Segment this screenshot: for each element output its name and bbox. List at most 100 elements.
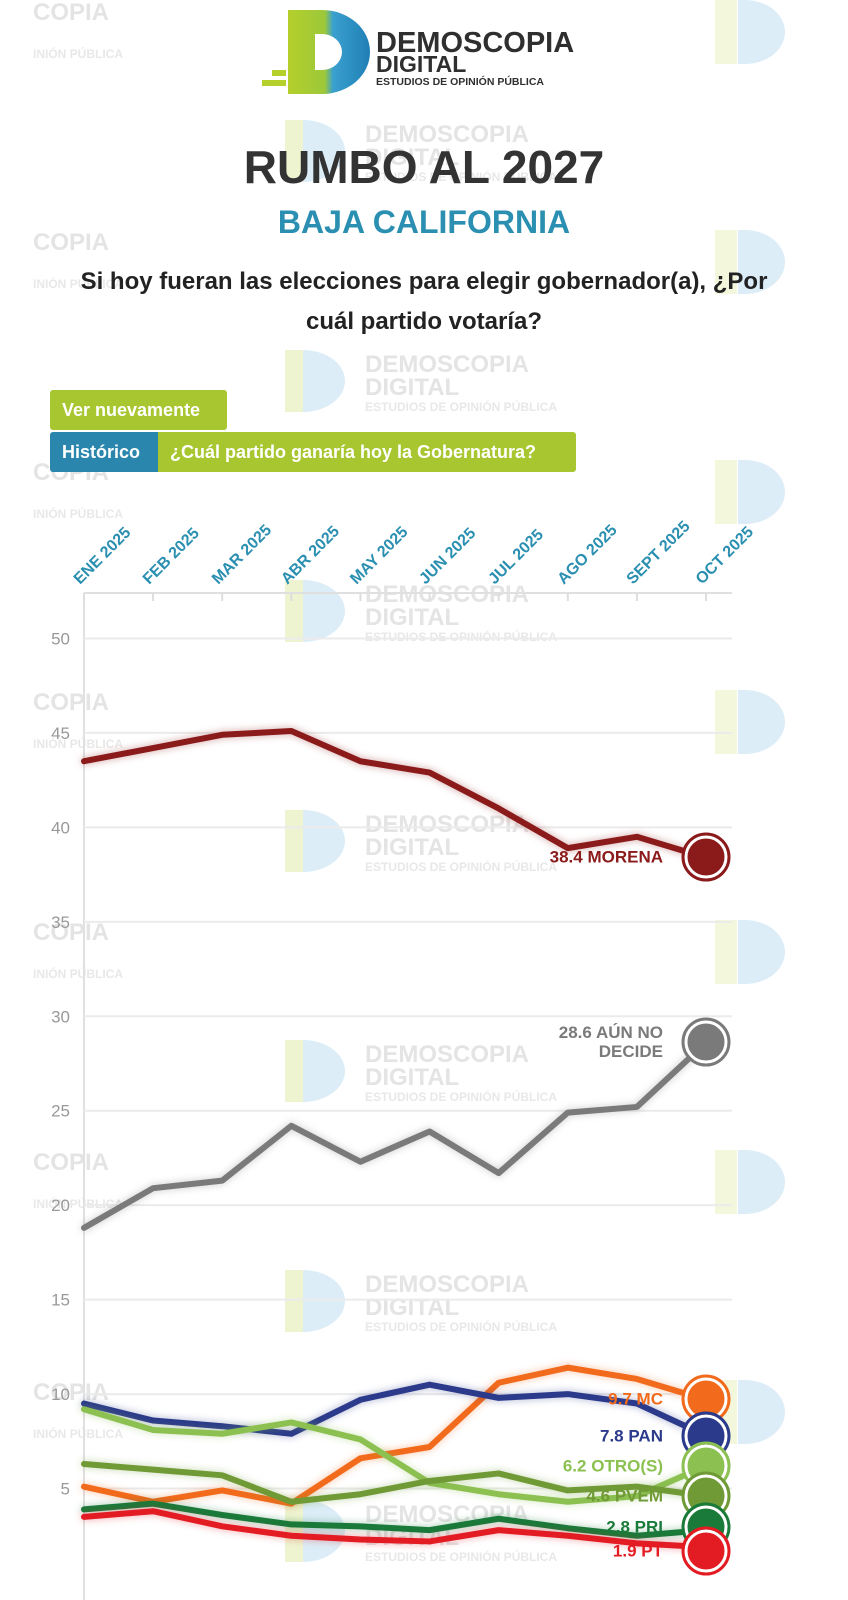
watermark-copy: COPIA [33, 1149, 109, 1176]
series-name: MC [636, 1389, 663, 1409]
x-tick-label: SEPT 2025 [624, 518, 694, 588]
watermark-d [285, 1040, 303, 1102]
watermark-d [303, 810, 345, 872]
watermark-brand: DEMOSCOPIA [365, 1041, 529, 1068]
watermark-d [285, 580, 303, 642]
party-icon-ring [681, 1526, 731, 1576]
value-label: 38.4 [549, 847, 583, 867]
y-tick-label: 50 [51, 629, 70, 648]
party-icon [684, 1529, 728, 1573]
x-tick-label: AGO 2025 [555, 522, 621, 588]
watermark-brand: DIGITAL [365, 834, 459, 861]
watermark-d [715, 230, 737, 294]
title: RUMBO AL 2027 [243, 141, 605, 193]
watermark-d [738, 460, 785, 524]
watermark-d [303, 580, 345, 642]
end-label: 28.6 AÚN NO DECIDE [533, 1023, 663, 1061]
x-tick-label: MAR 2025 [209, 522, 275, 588]
watermark-copy-sub: INIÓN PÚBLICA [33, 46, 123, 61]
watermark-d [285, 350, 303, 412]
watermark-copy-sub: INIÓN PÚBLICA [33, 1426, 123, 1441]
brand-tagline: ESTUDIOS DE OPINIÓN PÚBLICA [376, 75, 544, 88]
series-line [81, 728, 709, 861]
value-label: 2.8 [606, 1517, 630, 1537]
watermark-brand: DIGITAL [365, 1294, 459, 1321]
y-tick-label: 5 [61, 1480, 70, 1499]
end-label: 38.4 MORENA [550, 848, 663, 867]
series-name: MORENA [587, 847, 663, 867]
watermark-copy: COPIA [33, 0, 109, 26]
watermark-d [738, 1380, 785, 1444]
x-tick-label: JUL 2025 [485, 526, 547, 588]
watermark-brand: DIGITAL [365, 604, 459, 631]
watermark-brand: DEMOSCOPIA [365, 121, 529, 148]
watermark-tagline: ESTUDIOS DE OPINIÓN PÚBLICA [365, 169, 557, 184]
x-tick-label: JUN 2025 [416, 525, 479, 588]
watermark-d [715, 1150, 737, 1214]
value-label: 28.6 [558, 1023, 592, 1042]
logo-d-hole [315, 34, 342, 70]
y-tick-label: 15 [51, 1291, 70, 1310]
watermark-brand: DIGITAL [365, 144, 459, 171]
watermark-d [738, 690, 785, 754]
watermark-tagline: ESTUDIOS DE OPINIÓN PÚBLICA [365, 629, 557, 644]
series-line [81, 1381, 709, 1439]
watermark-brand: DIGITAL [365, 1064, 459, 1091]
watermark-d [738, 0, 785, 64]
y-tick-label: 35 [51, 913, 70, 932]
watermark-brand: DEMOSCOPIA [365, 1271, 529, 1298]
series-line [81, 1460, 709, 1505]
watermark-copy: COPIA [33, 1379, 109, 1406]
x-tick-label: OCT 2025 [693, 524, 757, 588]
x-tick-label: ABR 2025 [278, 523, 343, 588]
question: Si hoy fueran las elecciones para elegir… [80, 268, 768, 335]
watermark-brand: DEMOSCOPIA [365, 351, 529, 378]
watermark-d [738, 230, 785, 294]
watermark-copy: COPIA [33, 689, 109, 716]
watermark-brand: DIGITAL [365, 374, 459, 401]
end-label: 2.8 PRI [606, 1518, 663, 1537]
series-name: OTRO(S) [591, 1456, 663, 1476]
history-button[interactable]: Histórico [50, 432, 158, 472]
y-tick-label: 10 [51, 1385, 70, 1404]
value-label: 7.8 [599, 1426, 624, 1446]
watermark-copy-sub: INIÓN PÚBLICA [33, 966, 123, 981]
replay-button[interactable]: Ver nuevamente [50, 390, 227, 430]
series-name: PRI [634, 1517, 663, 1537]
series-line [81, 1406, 709, 1505]
series-name: PAN [628, 1426, 663, 1446]
watermark-copy-sub: INIÓN PÚBLICA [33, 736, 123, 751]
watermark-copy: COPIA [33, 229, 109, 256]
end-label: 7.8 PAN [600, 1427, 663, 1446]
x-tick-label: FEB 2025 [140, 525, 203, 588]
y-tick-label: 40 [51, 818, 70, 837]
logo: DEMOSCOPIA DIGITAL ESTUDIOS DE OPINIÓN P… [262, 10, 574, 94]
y-tick-label: 25 [51, 1102, 70, 1121]
watermark-d [738, 920, 785, 984]
watermark-tagline: ESTUDIOS DE OPINIÓN PÚBLICA [365, 399, 557, 414]
watermark-d [303, 1040, 345, 1102]
y-tick-label: 20 [51, 1196, 70, 1215]
watermark-d [285, 1270, 303, 1332]
watermark-tagline: ESTUDIOS DE OPINIÓN PÚBLICA [365, 1549, 557, 1564]
series-line [81, 1364, 709, 1507]
subtitle: BAJA CALIFORNIA [277, 204, 571, 240]
series-name: AÚN NO DECIDE [595, 1023, 663, 1061]
watermark-copy-sub: INIÓN PÚBLICA [33, 506, 123, 521]
watermark-d [285, 810, 303, 872]
series-name: PT [641, 1541, 663, 1561]
value-label: 1.9 [612, 1541, 637, 1561]
logo-bar [262, 80, 286, 86]
watermark-d [303, 350, 345, 412]
watermark-tagline: ESTUDIOS DE OPINIÓN PÚBLICA [365, 1319, 557, 1334]
series-line [81, 1039, 709, 1231]
y-tick-label: 30 [51, 1007, 70, 1026]
watermark-brand: DEMOSCOPIA [365, 1501, 529, 1528]
party-icon [684, 1020, 728, 1064]
watermark-d [715, 460, 737, 524]
winner-button[interactable]: ¿Cuál partido ganaría hoy la Gobernatura… [158, 432, 576, 472]
logo-bar [272, 70, 286, 76]
brand-line1: DEMOSCOPIA [376, 27, 574, 59]
